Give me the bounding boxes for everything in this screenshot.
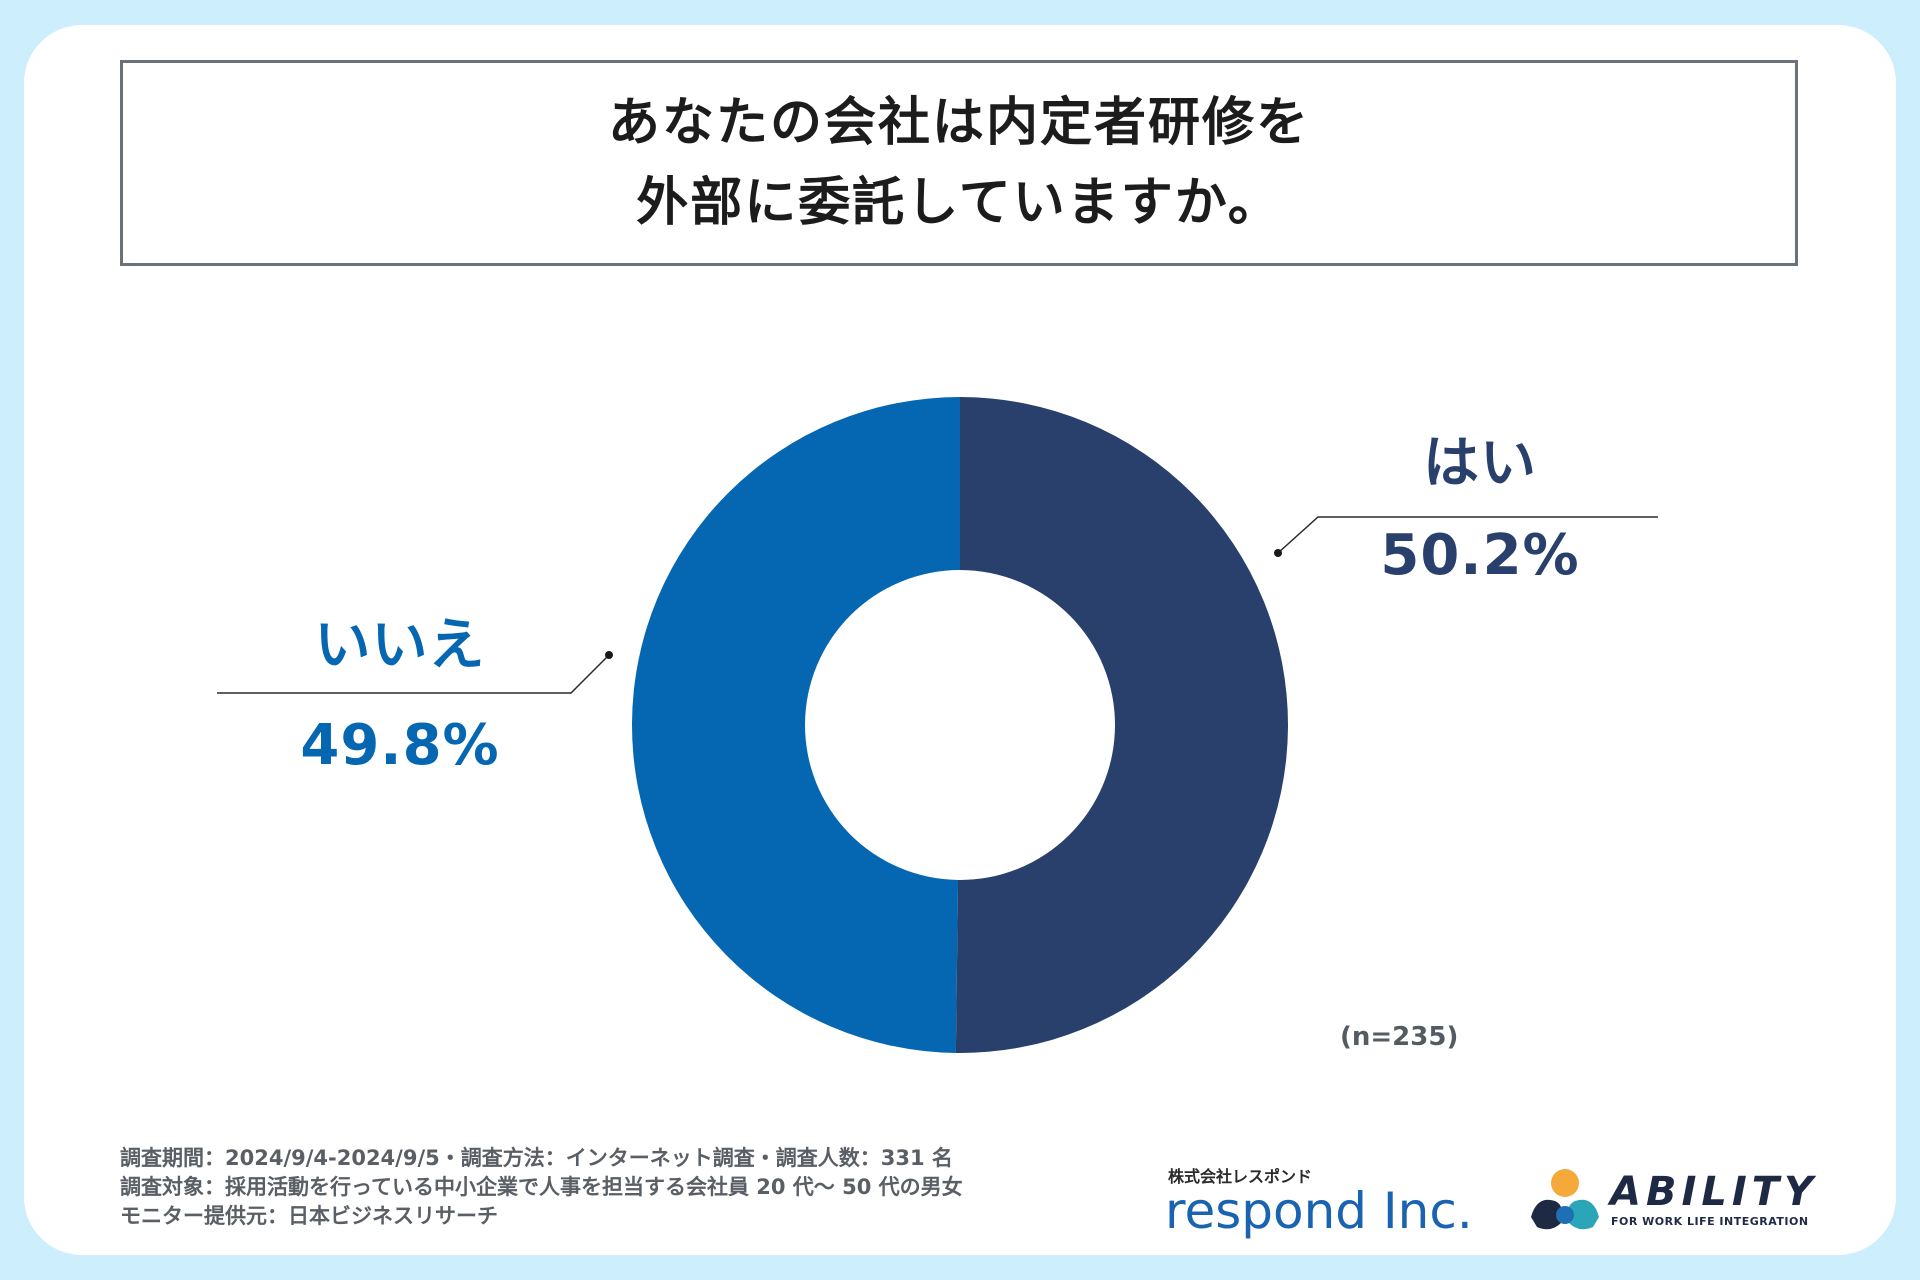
donut-slice-no	[631, 397, 960, 1053]
survey-note-period: 調査期間：2024/9/4-2024/9/5・調査方法：インターネット調査・調査…	[120, 1146, 953, 1170]
ability-logo-tagline: FOR WORK LIFE INTEGRATION	[1611, 1215, 1809, 1228]
survey-note-target: 調査対象：採用活動を行っている中小企業で人事を担当する会社員 20 代〜 50 …	[120, 1175, 963, 1199]
slice-label-no: いいえ 49.8%	[290, 610, 510, 782]
respond-logo: 株式会社レスポンド respond Inc.	[1165, 1167, 1505, 1240]
ability-logo-icon	[1531, 1169, 1599, 1230]
slice-label-no-category: いいえ	[314, 613, 486, 678]
sample-size-note: (n=235)	[1340, 1022, 1459, 1052]
ability-logo-word: ABILITY	[1610, 1169, 1818, 1215]
slice-label-no-value: 49.8%	[300, 713, 500, 778]
survey-note-provider: モニター提供元：日本ビジネスリサーチ	[120, 1204, 498, 1228]
survey-notes: 調査期間：2024/9/4-2024/9/5・調査方法：インターネット調査・調査…	[120, 1144, 963, 1231]
title-line-1: あなたの会社は内定者研修を	[607, 93, 1310, 153]
leader-line-yes	[1277, 516, 1658, 554]
slice-label-yes-category: はい	[1423, 431, 1537, 496]
respond-logo-main: respond Inc.	[1165, 1182, 1473, 1240]
title-box: あなたの会社は内定者研修を 外部に委託していますか。	[120, 60, 1798, 266]
title-line-2: 外部に委託していますか。	[636, 173, 1282, 233]
respond-logo-sub: 株式会社レスポンド	[1168, 1167, 1313, 1186]
ability-logo: ABILITY FOR WORK LIFE INTEGRATION	[1525, 1165, 1813, 1235]
leader-line-no-dot	[605, 651, 613, 659]
leader-line-yes-dot	[1274, 549, 1282, 557]
donut-slice-yes	[955, 397, 1288, 1053]
slice-label-yes: はい 50.2%	[1380, 428, 1580, 592]
leader-line-no	[217, 654, 610, 694]
slice-label-yes-value: 50.2%	[1380, 523, 1580, 588]
